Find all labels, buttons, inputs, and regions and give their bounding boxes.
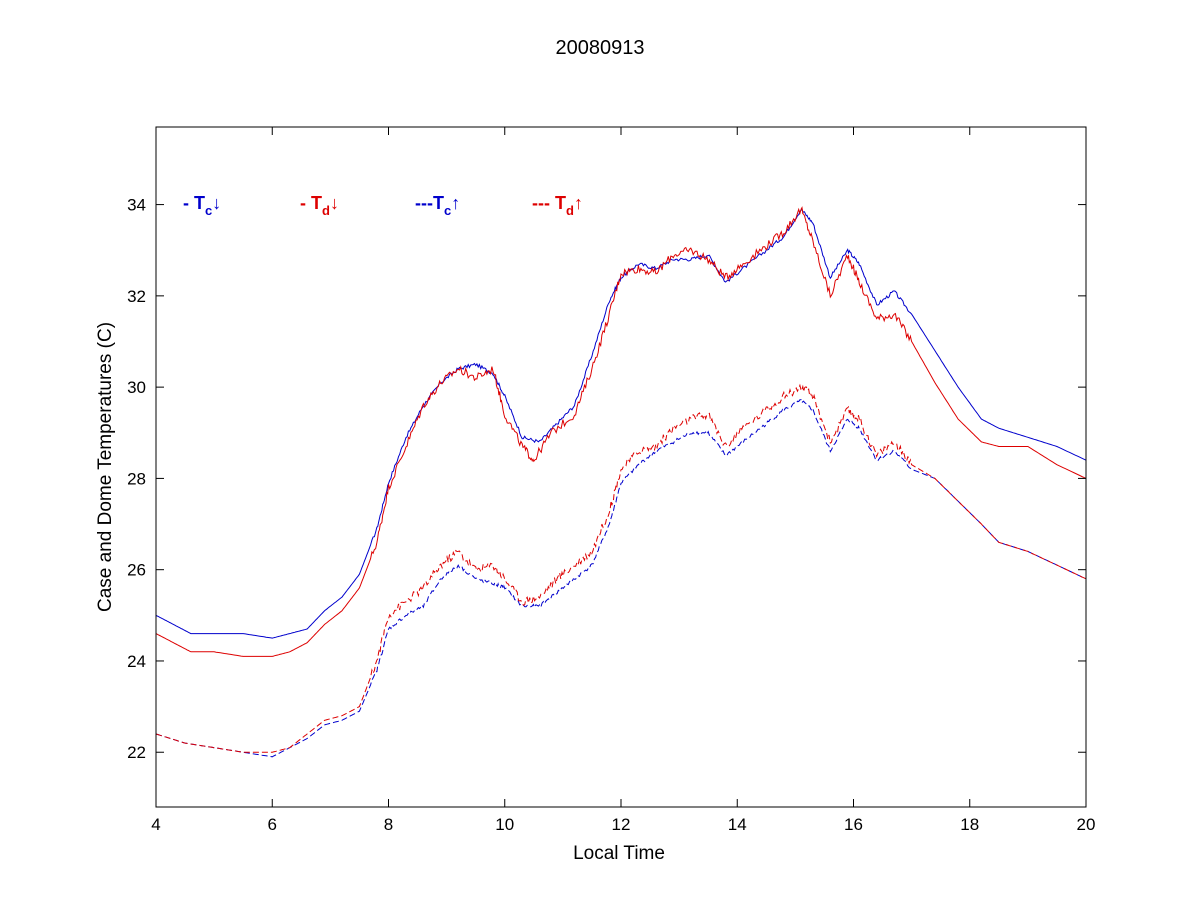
x-tick-label: 20: [1077, 815, 1096, 834]
y-axis-label: Case and Dome Temperatures (C): [95, 322, 116, 612]
y-tick-label: 28: [127, 469, 146, 488]
x-axis-label: Local Time: [573, 843, 665, 864]
legend-entry-3: ---Tc↑: [415, 193, 460, 218]
legend-entry-2: - Td↓: [300, 193, 339, 218]
chart-title: 20080913: [556, 37, 645, 59]
x-tick-label: 18: [960, 815, 979, 834]
y-tick-label: 24: [127, 652, 146, 671]
x-tick-label: 10: [495, 815, 514, 834]
y-tick-label: 32: [127, 287, 146, 306]
plot-area: [156, 127, 1086, 807]
y-tick-label: 30: [127, 378, 146, 397]
x-tick-label: 16: [844, 815, 863, 834]
ticks-layer: 4 6 8 10 12 14 16 18 20 22 24 26 28 30 32 34: [127, 127, 1095, 834]
series-line-4: [155, 383, 1087, 753]
legend-entry-4: --- Td↑: [532, 193, 583, 218]
x-tick-label: 12: [612, 815, 631, 834]
y-tick-label: 34: [127, 196, 146, 215]
series-layer: [155, 206, 1087, 758]
x-tick-label: 8: [384, 815, 393, 834]
series-line-2: [155, 206, 1087, 657]
x-tick-label: 6: [268, 815, 277, 834]
x-tick-label: 4: [151, 815, 160, 834]
legend: - Tc↓ - Td↓ ---Tc↑ --- Td↑: [183, 193, 583, 218]
legend-entry-1: - Tc↓: [183, 193, 221, 218]
y-tick-label: 22: [127, 743, 146, 762]
series-line-3: [155, 399, 1087, 758]
y-tick-label: 26: [127, 561, 146, 580]
series-line-1: [155, 208, 1087, 639]
x-tick-label: 14: [728, 815, 747, 834]
